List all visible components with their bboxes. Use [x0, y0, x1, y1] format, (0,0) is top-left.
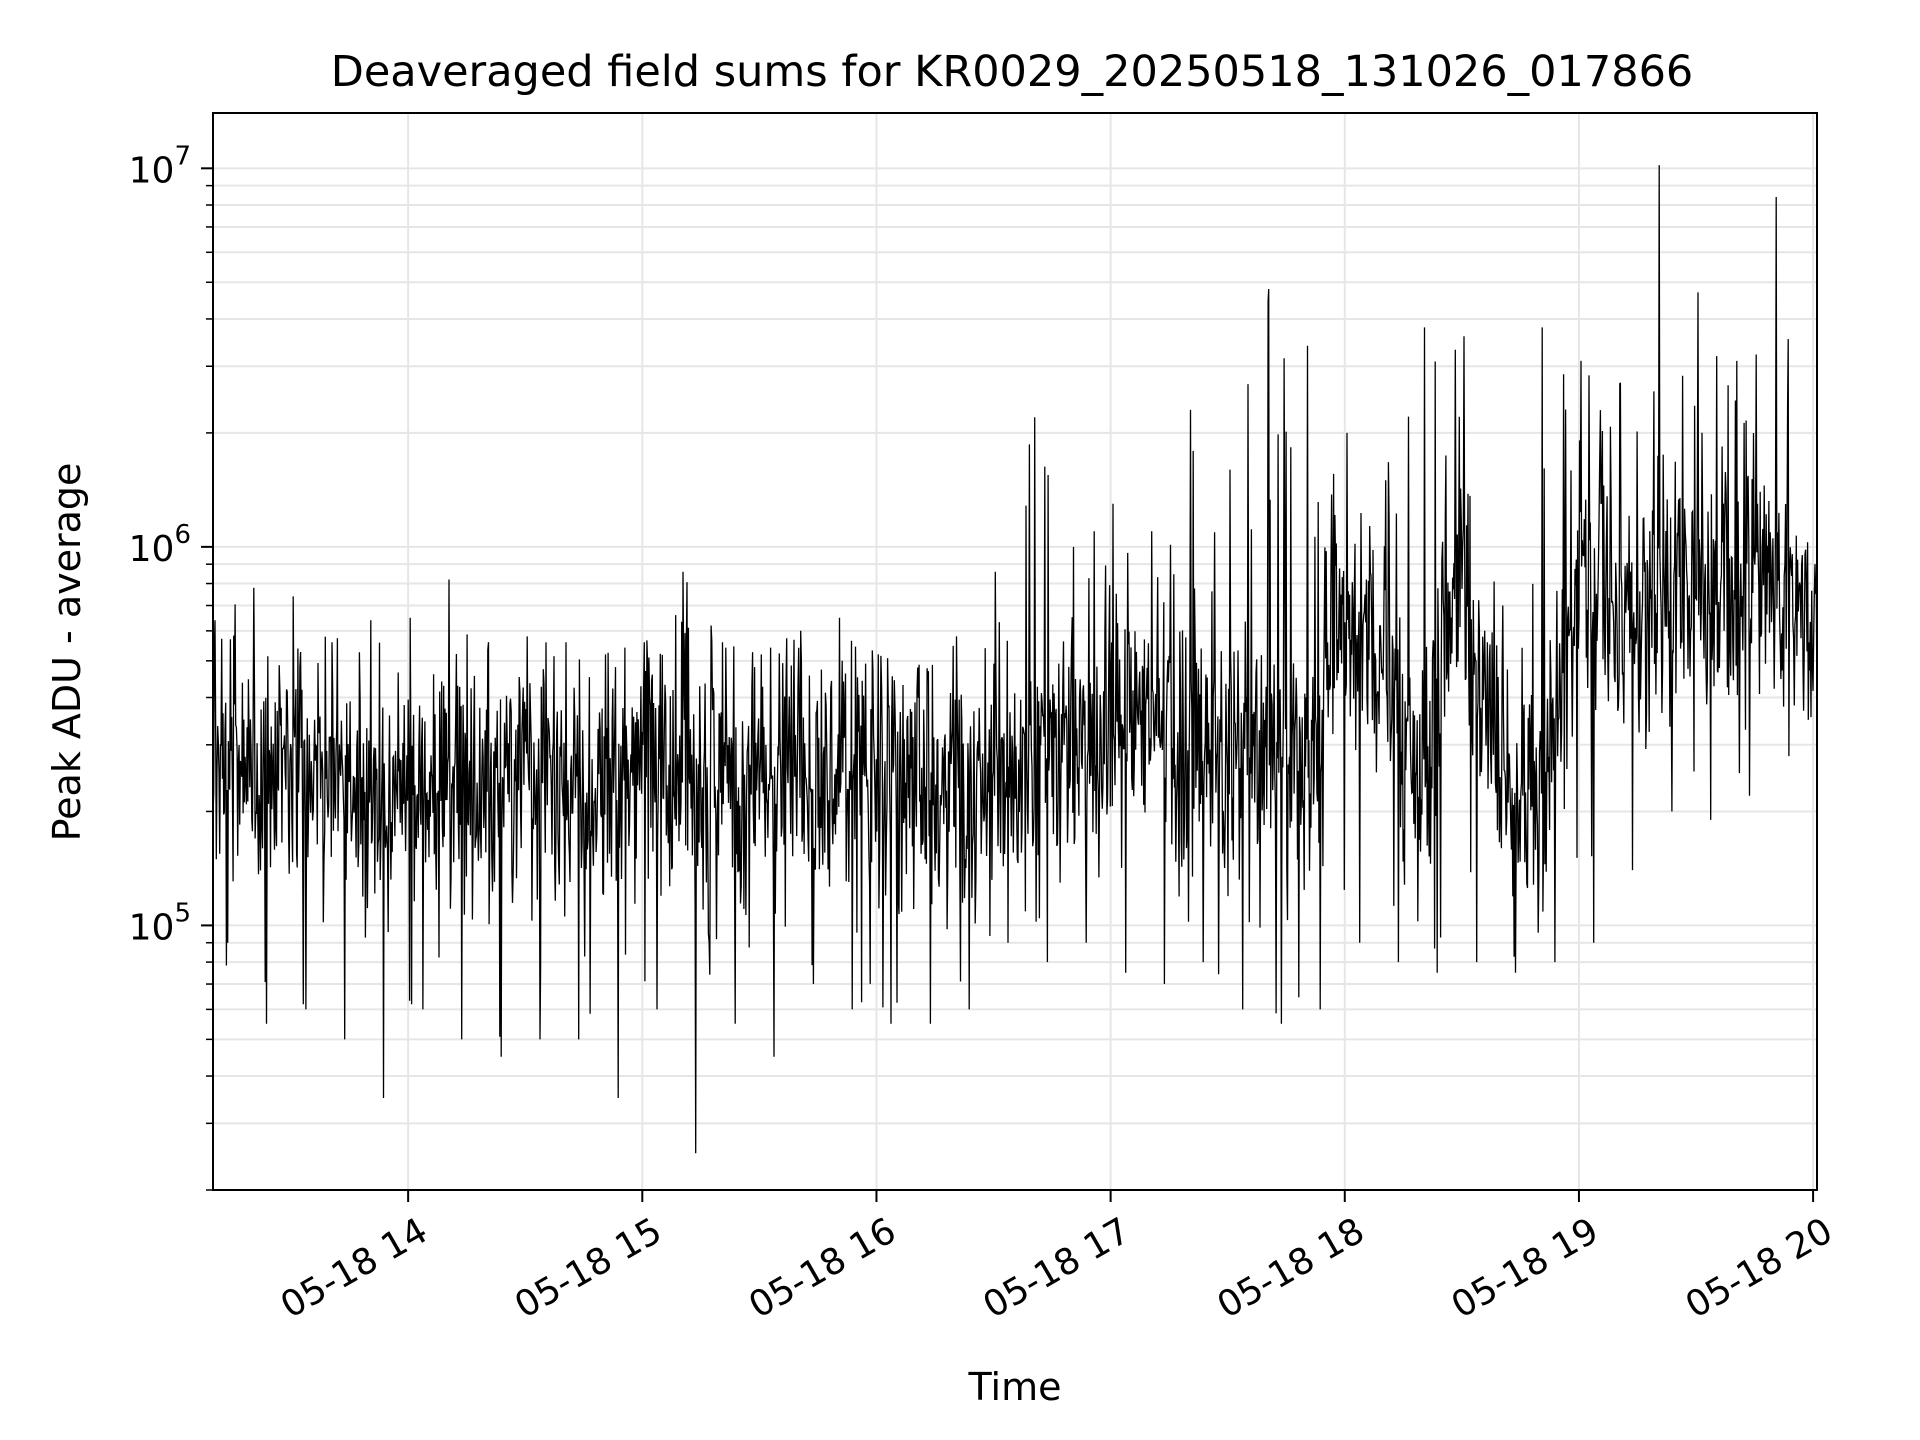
y-tick-label: 105 — [129, 898, 191, 948]
y-tick-base: 10 — [129, 529, 175, 570]
y-tick-label: 106 — [129, 520, 191, 570]
plot-frame — [212, 112, 1818, 1191]
chart-title: Deaveraged field sums for KR0029_2025051… — [331, 47, 1694, 97]
y-tick-exponent: 5 — [174, 898, 191, 928]
series-line — [212, 165, 1818, 1154]
plot-layer — [212, 165, 1818, 1154]
y-tick-label: 107 — [129, 141, 191, 191]
y-tick-base: 10 — [129, 907, 175, 948]
y-tick-base: 10 — [129, 150, 175, 191]
y-tick-exponent: 7 — [174, 141, 191, 171]
y-tick-exponent: 6 — [174, 520, 191, 550]
x-axis-label: Time — [968, 1365, 1062, 1409]
y-axis-label: Peak ADU - average — [45, 463, 89, 842]
